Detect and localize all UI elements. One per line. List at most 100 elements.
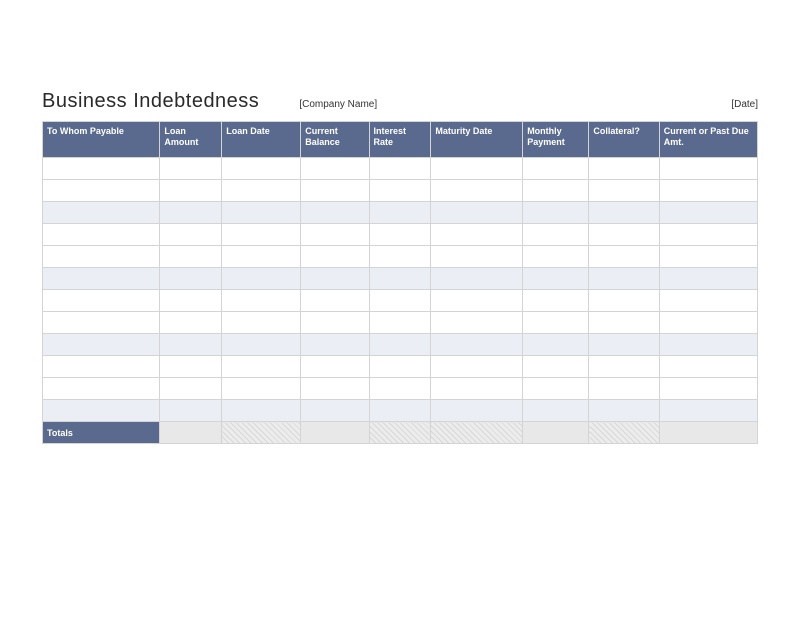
table-cell[interactable]	[160, 268, 222, 290]
table-cell[interactable]	[659, 246, 757, 268]
table-cell[interactable]	[659, 290, 757, 312]
table-cell[interactable]	[431, 400, 523, 422]
table-cell[interactable]	[523, 202, 589, 224]
table-cell[interactable]	[589, 224, 659, 246]
table-cell[interactable]	[160, 334, 222, 356]
table-cell[interactable]	[369, 378, 431, 400]
table-cell[interactable]	[659, 378, 757, 400]
table-cell[interactable]	[222, 158, 301, 180]
table-cell[interactable]	[589, 356, 659, 378]
table-cell[interactable]	[160, 180, 222, 202]
table-cell[interactable]	[369, 290, 431, 312]
table-cell[interactable]	[589, 334, 659, 356]
table-cell[interactable]	[301, 312, 369, 334]
table-cell[interactable]	[43, 246, 160, 268]
table-cell[interactable]	[222, 202, 301, 224]
table-cell[interactable]	[301, 224, 369, 246]
table-cell[interactable]	[589, 202, 659, 224]
table-cell[interactable]	[523, 180, 589, 202]
table-cell[interactable]	[589, 246, 659, 268]
table-cell[interactable]	[160, 246, 222, 268]
table-cell[interactable]	[43, 268, 160, 290]
table-cell[interactable]	[43, 356, 160, 378]
table-cell[interactable]	[160, 378, 222, 400]
table-cell[interactable]	[659, 356, 757, 378]
table-cell[interactable]	[659, 334, 757, 356]
table-cell[interactable]	[431, 202, 523, 224]
table-cell[interactable]	[659, 180, 757, 202]
table-cell[interactable]	[160, 356, 222, 378]
table-cell[interactable]	[301, 290, 369, 312]
table-cell[interactable]	[523, 378, 589, 400]
table-cell[interactable]	[222, 268, 301, 290]
table-cell[interactable]	[43, 400, 160, 422]
table-cell[interactable]	[523, 290, 589, 312]
table-cell[interactable]	[222, 312, 301, 334]
table-cell[interactable]	[160, 312, 222, 334]
table-cell[interactable]	[369, 268, 431, 290]
table-cell[interactable]	[523, 334, 589, 356]
table-cell[interactable]	[589, 268, 659, 290]
table-cell[interactable]	[523, 246, 589, 268]
table-cell[interactable]	[222, 180, 301, 202]
table-cell[interactable]	[431, 290, 523, 312]
table-cell[interactable]	[659, 400, 757, 422]
table-cell[interactable]	[589, 158, 659, 180]
table-cell[interactable]	[523, 268, 589, 290]
table-cell[interactable]	[431, 224, 523, 246]
table-cell[interactable]	[369, 224, 431, 246]
table-cell[interactable]	[431, 246, 523, 268]
table-cell[interactable]	[523, 400, 589, 422]
table-cell[interactable]	[431, 268, 523, 290]
table-cell[interactable]	[369, 202, 431, 224]
table-cell[interactable]	[369, 400, 431, 422]
table-cell[interactable]	[589, 180, 659, 202]
table-cell[interactable]	[43, 378, 160, 400]
table-cell[interactable]	[431, 180, 523, 202]
table-cell[interactable]	[659, 312, 757, 334]
table-cell[interactable]	[43, 290, 160, 312]
table-cell[interactable]	[43, 202, 160, 224]
table-cell[interactable]	[369, 356, 431, 378]
table-cell[interactable]	[43, 312, 160, 334]
table-cell[interactable]	[369, 246, 431, 268]
table-cell[interactable]	[301, 268, 369, 290]
table-cell[interactable]	[43, 180, 160, 202]
table-cell[interactable]	[589, 378, 659, 400]
table-cell[interactable]	[659, 268, 757, 290]
table-cell[interactable]	[369, 334, 431, 356]
table-cell[interactable]	[523, 312, 589, 334]
table-cell[interactable]	[431, 378, 523, 400]
table-cell[interactable]	[301, 356, 369, 378]
table-cell[interactable]	[589, 400, 659, 422]
table-cell[interactable]	[160, 158, 222, 180]
table-cell[interactable]	[301, 180, 369, 202]
table-cell[interactable]	[222, 400, 301, 422]
table-cell[interactable]	[301, 246, 369, 268]
table-cell[interactable]	[301, 400, 369, 422]
table-cell[interactable]	[43, 158, 160, 180]
table-cell[interactable]	[659, 224, 757, 246]
table-cell[interactable]	[222, 378, 301, 400]
table-cell[interactable]	[523, 356, 589, 378]
table-cell[interactable]	[160, 400, 222, 422]
table-cell[interactable]	[160, 202, 222, 224]
table-cell[interactable]	[301, 334, 369, 356]
table-cell[interactable]	[369, 312, 431, 334]
table-cell[interactable]	[431, 356, 523, 378]
table-cell[interactable]	[659, 202, 757, 224]
table-cell[interactable]	[222, 224, 301, 246]
table-cell[interactable]	[301, 378, 369, 400]
table-cell[interactable]	[222, 334, 301, 356]
table-cell[interactable]	[431, 312, 523, 334]
table-cell[interactable]	[222, 290, 301, 312]
table-cell[interactable]	[523, 158, 589, 180]
table-cell[interactable]	[301, 158, 369, 180]
table-cell[interactable]	[301, 202, 369, 224]
table-cell[interactable]	[659, 158, 757, 180]
table-cell[interactable]	[431, 158, 523, 180]
table-cell[interactable]	[222, 246, 301, 268]
table-cell[interactable]	[160, 224, 222, 246]
table-cell[interactable]	[222, 356, 301, 378]
table-cell[interactable]	[589, 290, 659, 312]
